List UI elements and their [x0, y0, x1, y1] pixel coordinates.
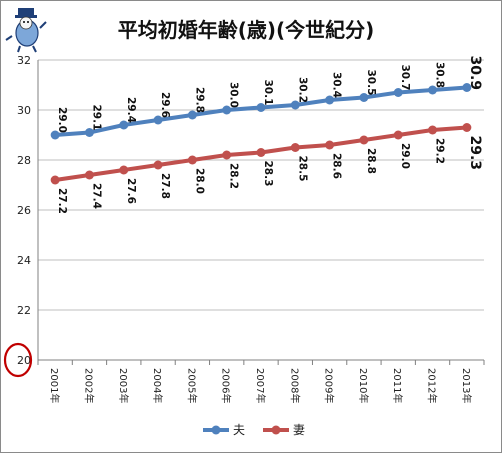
data-label: 27.4: [90, 183, 102, 209]
data-labels: 29.0 29.1 29.4 29.6 29.8 30.0 30.1 30.2 30.4 30.5…: [56, 56, 483, 214]
data-label: 28.2: [228, 163, 240, 189]
series-group: [50, 83, 472, 185]
axes: [37, 60, 485, 365]
data-point: [359, 135, 369, 145]
data-label: 30.9: [467, 56, 483, 91]
data-label: 30.5: [365, 70, 377, 96]
data-label: 30.7: [399, 65, 411, 91]
data-label: 30.4: [331, 72, 343, 98]
data-point: [256, 103, 266, 112]
legend: 夫妻: [203, 423, 305, 437]
data-label: 28.6: [331, 153, 343, 179]
data-point: [119, 120, 129, 130]
data-label: 28.3: [262, 161, 274, 187]
data-point: [462, 123, 472, 132]
data-label: 29.0: [399, 143, 411, 169]
data-label: 30.0: [228, 82, 240, 108]
x-tick-label: 2007年: [254, 368, 267, 403]
x-tick-label: 2010年: [357, 368, 370, 403]
x-tick-label: 2012年: [426, 368, 439, 403]
data-label: 29.0: [56, 107, 68, 133]
data-label: 29.1: [90, 105, 102, 131]
data-point: [222, 150, 232, 160]
data-point: [325, 95, 335, 105]
gridlines: [38, 59, 484, 311]
data-point: [393, 130, 403, 140]
x-tick-label: 2002年: [82, 368, 95, 403]
data-point: [290, 143, 300, 152]
data-label: 29.8: [193, 87, 205, 113]
legend-label: 妻: [293, 423, 305, 437]
x-axis-ticks: 2001年 2002年 2003年 2004年 2005年 2006年 2007年 2008年…: [48, 368, 473, 403]
data-point: [84, 128, 94, 137]
y-tick-label: 32: [17, 54, 31, 67]
data-point: [290, 100, 300, 110]
data-label: 27.8: [159, 173, 171, 199]
data-point: [325, 140, 335, 150]
data-label: 29.3: [467, 136, 483, 171]
legend-marker: [271, 425, 281, 435]
legend-label: 夫: [233, 423, 245, 437]
data-point: [256, 148, 266, 157]
x-tick-label: 2011年: [391, 368, 404, 403]
data-label: 29.6: [159, 92, 171, 118]
y-tick-label: 26: [17, 204, 31, 217]
y-tick-label: 24: [17, 254, 31, 267]
data-point: [153, 115, 163, 125]
x-tick-label: 2001年: [48, 368, 61, 403]
x-tick-label: 2006年: [220, 368, 233, 403]
data-point: [153, 160, 163, 170]
data-point: [84, 170, 94, 180]
y-tick-label: 20: [17, 354, 31, 367]
data-point: [428, 125, 438, 135]
data-point: [428, 85, 438, 95]
y-tick-label: 22: [17, 304, 31, 317]
data-point: [187, 155, 197, 165]
data-point: [359, 93, 369, 102]
data-label: 30.1: [262, 80, 274, 106]
data-point: [50, 175, 60, 185]
data-point: [187, 110, 197, 120]
data-point: [119, 165, 129, 175]
x-tick-label: 2009年: [323, 368, 336, 403]
circled-tick-annotation: [3, 342, 33, 378]
data-label: 29.4: [125, 97, 137, 123]
legend-marker: [211, 425, 221, 435]
x-tick-label: 2008年: [288, 368, 301, 403]
y-axis-ticks: 20 22 24 26 28 30 32: [17, 54, 31, 367]
y-tick-label: 30: [17, 104, 31, 117]
data-label: 29.2: [434, 138, 446, 164]
x-tick-label: 2004年: [151, 368, 164, 403]
data-label: 30.8: [434, 62, 446, 88]
data-label: 28.0: [193, 168, 205, 194]
chart-title: 平均初婚年齢(歳)(今世紀分): [118, 18, 375, 42]
data-label: 28.5: [296, 156, 308, 182]
x-tick-label: 2003年: [117, 368, 130, 403]
data-point: [222, 105, 232, 115]
data-point: [50, 130, 60, 140]
data-label: 27.6: [125, 178, 137, 204]
x-tick-label: 2013年: [460, 368, 473, 403]
data-point: [393, 88, 403, 97]
data-label: 28.8: [365, 148, 377, 174]
y-tick-label: 28: [17, 154, 31, 167]
data-point: [462, 83, 472, 92]
mascot-icon: [5, 8, 47, 53]
x-tick-label: 2005年: [185, 368, 198, 403]
data-label: 27.2: [56, 188, 68, 214]
data-label: 30.2: [296, 77, 308, 103]
